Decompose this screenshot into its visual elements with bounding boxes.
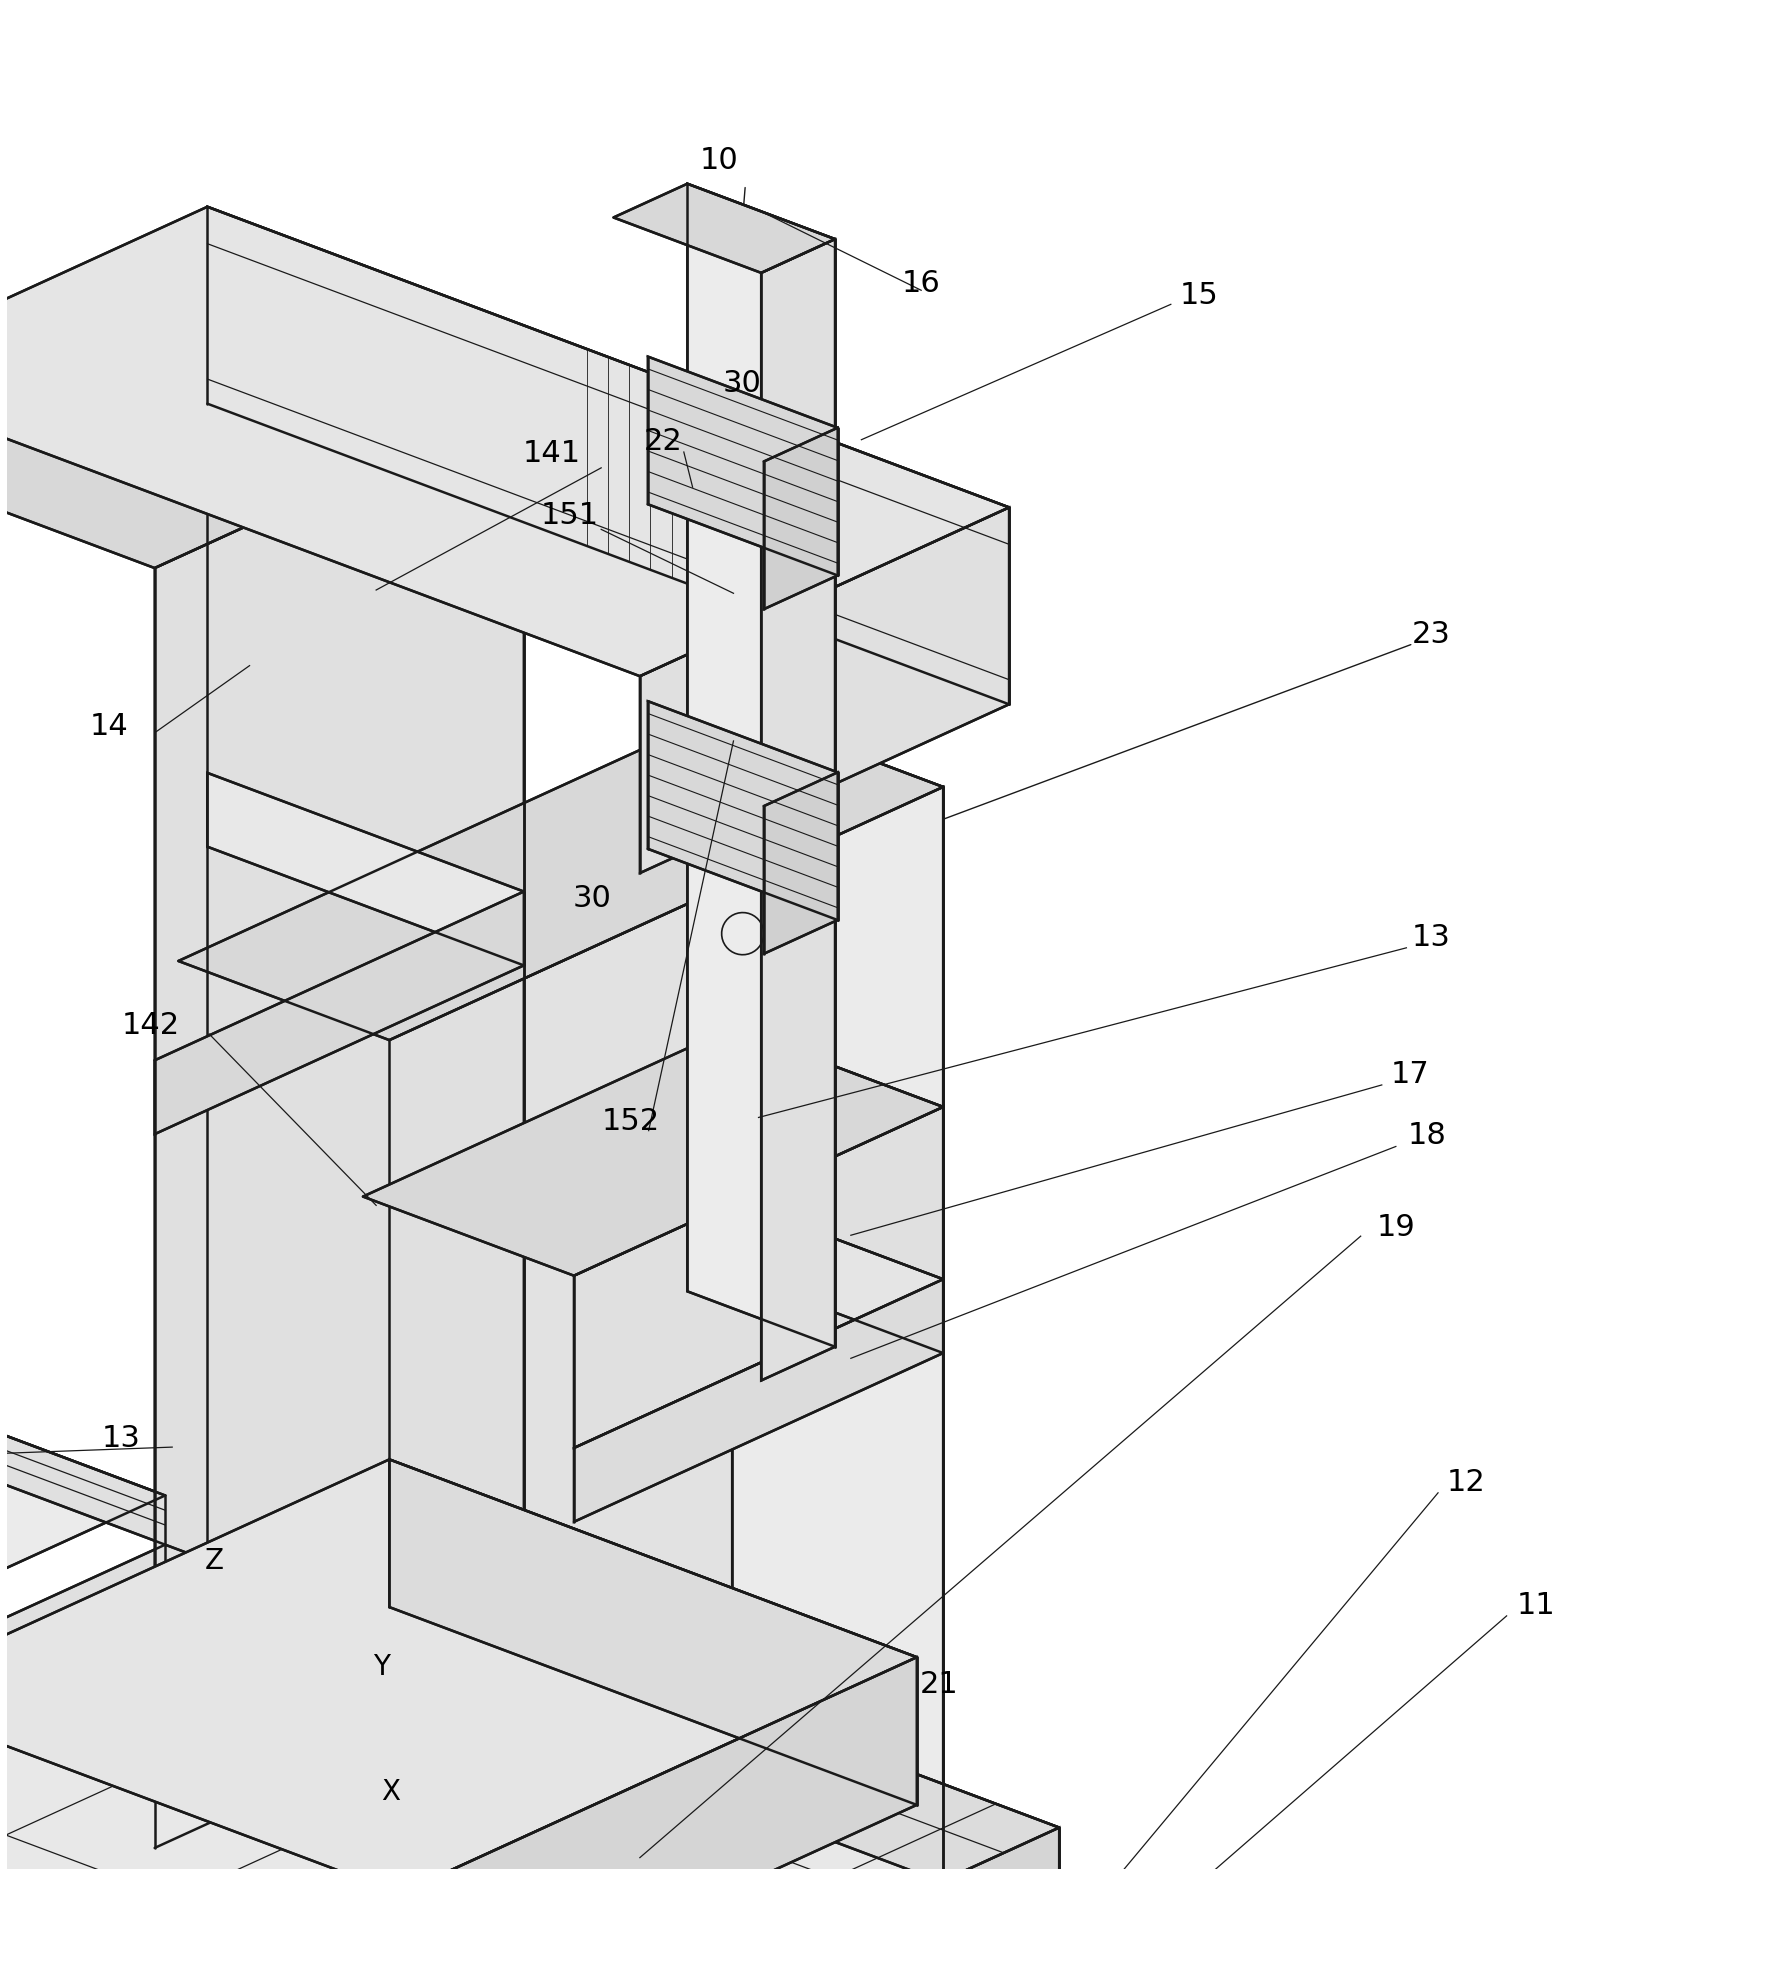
Text: 10: 10 xyxy=(700,147,739,174)
Polygon shape xyxy=(0,1459,916,1893)
Polygon shape xyxy=(255,1875,1325,1980)
Polygon shape xyxy=(179,707,943,1040)
Polygon shape xyxy=(762,240,835,1380)
Polygon shape xyxy=(0,1297,165,1544)
Polygon shape xyxy=(732,1200,943,1352)
Polygon shape xyxy=(207,206,1008,705)
Polygon shape xyxy=(640,507,1008,873)
Polygon shape xyxy=(689,1972,985,1980)
Polygon shape xyxy=(732,707,943,1980)
Text: Z: Z xyxy=(206,1548,223,1576)
Polygon shape xyxy=(764,428,838,610)
Polygon shape xyxy=(0,206,1008,677)
Text: 142: 142 xyxy=(122,1010,181,1040)
Polygon shape xyxy=(0,1297,165,1580)
Text: 30: 30 xyxy=(723,368,762,398)
Text: 13: 13 xyxy=(1412,923,1451,952)
Polygon shape xyxy=(0,1527,1060,1980)
Text: X: X xyxy=(381,1778,400,1806)
Text: 23: 23 xyxy=(1412,620,1451,649)
Polygon shape xyxy=(390,1459,916,1806)
Text: 12: 12 xyxy=(1446,1467,1485,1497)
Text: 13: 13 xyxy=(101,1424,140,1453)
Polygon shape xyxy=(732,1028,943,1279)
Polygon shape xyxy=(613,184,835,273)
Polygon shape xyxy=(207,772,525,966)
Text: 11: 11 xyxy=(1517,1590,1556,1620)
Polygon shape xyxy=(413,1828,1060,1980)
Polygon shape xyxy=(154,891,525,1135)
Polygon shape xyxy=(363,1028,943,1275)
Polygon shape xyxy=(207,281,525,1679)
Polygon shape xyxy=(390,786,943,1980)
Polygon shape xyxy=(649,356,838,576)
Text: 151: 151 xyxy=(540,501,599,531)
Polygon shape xyxy=(688,184,835,1346)
Text: Y: Y xyxy=(372,1653,390,1681)
Polygon shape xyxy=(400,1657,916,1980)
Polygon shape xyxy=(574,1279,943,1523)
Polygon shape xyxy=(0,281,525,568)
Polygon shape xyxy=(0,1544,565,1881)
Text: 21: 21 xyxy=(920,1669,959,1699)
Polygon shape xyxy=(159,1695,565,1954)
Polygon shape xyxy=(1178,1875,1325,1980)
Text: 14: 14 xyxy=(90,711,128,741)
Text: 141: 141 xyxy=(523,440,581,469)
Text: 22: 22 xyxy=(643,428,682,455)
Text: 16: 16 xyxy=(902,269,941,297)
Text: 30: 30 xyxy=(572,885,611,913)
Polygon shape xyxy=(154,400,525,1847)
Polygon shape xyxy=(165,1544,565,1768)
Polygon shape xyxy=(390,786,943,1980)
Text: 15: 15 xyxy=(1180,281,1219,311)
Polygon shape xyxy=(271,1584,1325,1980)
Polygon shape xyxy=(764,772,838,954)
Polygon shape xyxy=(649,701,838,921)
Polygon shape xyxy=(574,1107,943,1447)
Polygon shape xyxy=(0,1584,1325,1980)
Text: 17: 17 xyxy=(1391,1059,1430,1089)
Text: 152: 152 xyxy=(602,1107,661,1137)
Polygon shape xyxy=(257,1527,1060,1927)
Text: 18: 18 xyxy=(1409,1121,1448,1150)
Text: 19: 19 xyxy=(1377,1214,1416,1241)
